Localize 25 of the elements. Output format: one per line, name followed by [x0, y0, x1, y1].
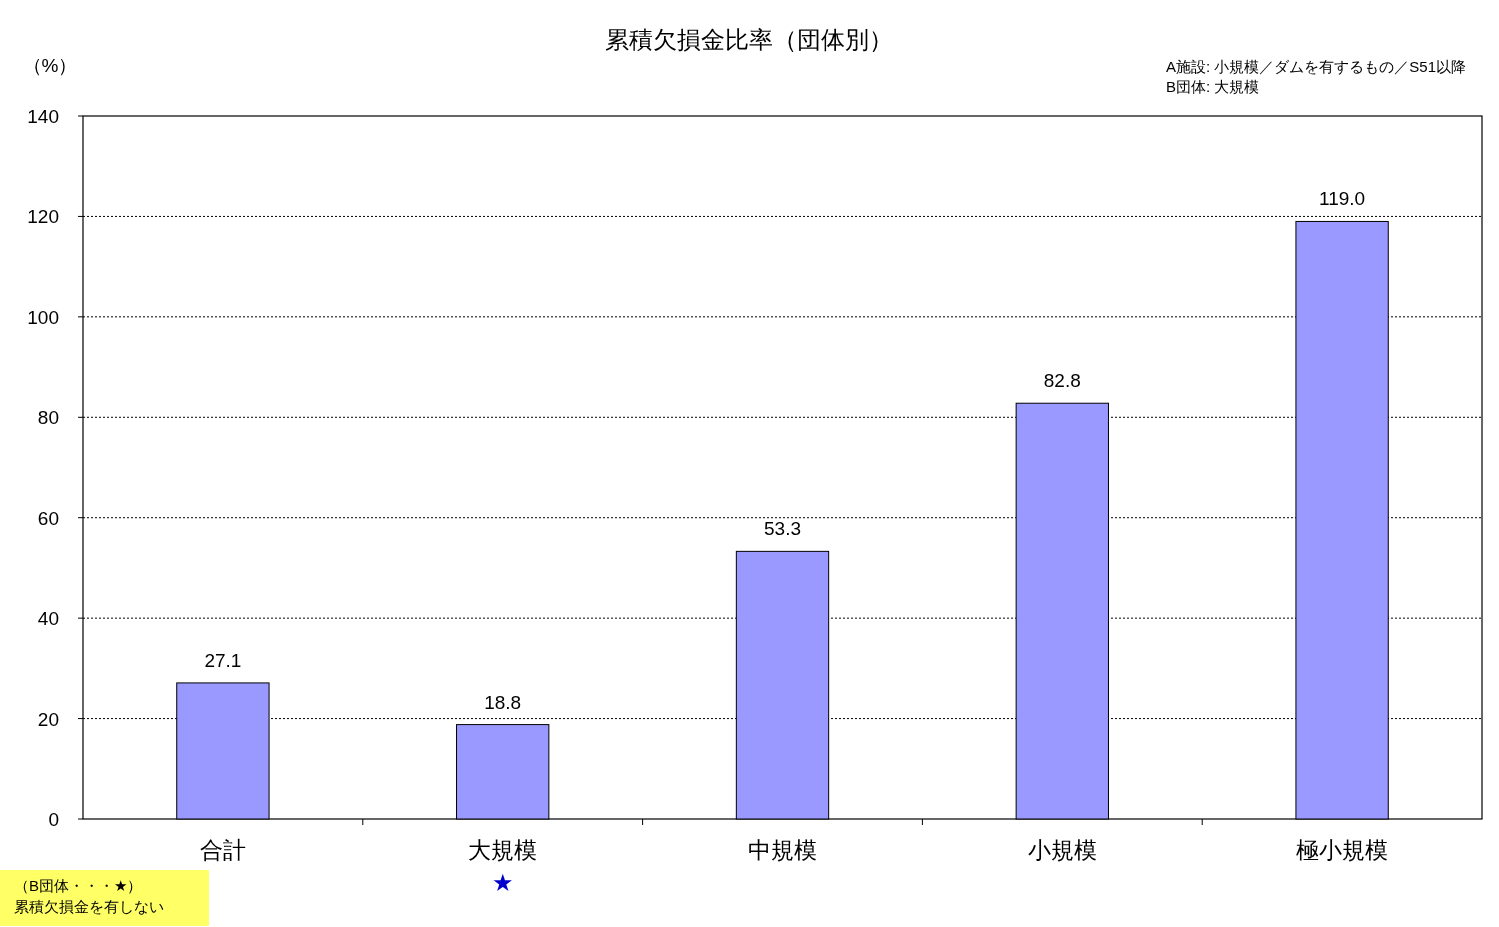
data-label: 119.0: [1319, 188, 1366, 210]
y-tick-label: 40: [37, 608, 59, 630]
text: B団体: 大規模: [1166, 78, 1260, 95]
y-tick-label: 140: [27, 106, 59, 127]
data-label: 27.1: [204, 649, 242, 671]
x-tick-label: 極小規模: [1296, 837, 1389, 863]
text: （B団体・・・★）: [14, 877, 143, 894]
text: 累積欠損金を有しない: [14, 898, 164, 915]
y-tick-label: 0: [48, 809, 59, 830]
text: A施設: 小規模／ダムを有するもの／S51以降: [1166, 58, 1467, 75]
x-tick-label: 中規模: [748, 837, 817, 863]
x-tick-label: 大規模: [468, 837, 538, 863]
y-tick-label: 20: [37, 708, 59, 730]
y-tick-label: 60: [37, 507, 59, 529]
x-tick-label: 小規模: [1027, 837, 1097, 863]
y-tick-label: 120: [27, 206, 59, 228]
chart-title: 累積欠損金比率（団体別）: [605, 26, 893, 53]
data-label: 82.8: [1043, 370, 1081, 392]
y-tick-label: 80: [37, 407, 59, 429]
y-axis-title: （%）: [22, 55, 78, 76]
text: ★: [491, 869, 514, 896]
x-tick-label: 合計: [199, 837, 246, 863]
data-label: 18.8: [484, 691, 522, 713]
y-tick-label: 100: [27, 306, 59, 328]
data-label: 53.3: [764, 518, 801, 540]
